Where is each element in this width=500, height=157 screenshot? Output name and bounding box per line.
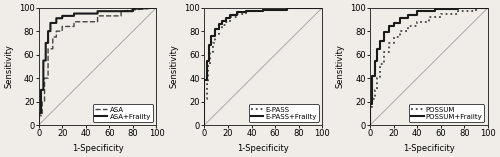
X-axis label: 1-Specificity: 1-Specificity — [238, 144, 289, 153]
X-axis label: 1-Specificity: 1-Specificity — [72, 144, 124, 153]
X-axis label: 1-Specificity: 1-Specificity — [403, 144, 455, 153]
Y-axis label: Sensitivity: Sensitivity — [170, 44, 179, 88]
Y-axis label: Sensitivity: Sensitivity — [336, 44, 344, 88]
Legend: ASA, ASA+Frailty: ASA, ASA+Frailty — [93, 104, 153, 122]
Legend: E-PASS, E-PASS+Frailty: E-PASS, E-PASS+Frailty — [248, 104, 318, 122]
Y-axis label: Sensitivity: Sensitivity — [4, 44, 13, 88]
Legend: POSSUM, POSSUM+Frailty: POSSUM, POSSUM+Frailty — [409, 104, 484, 122]
